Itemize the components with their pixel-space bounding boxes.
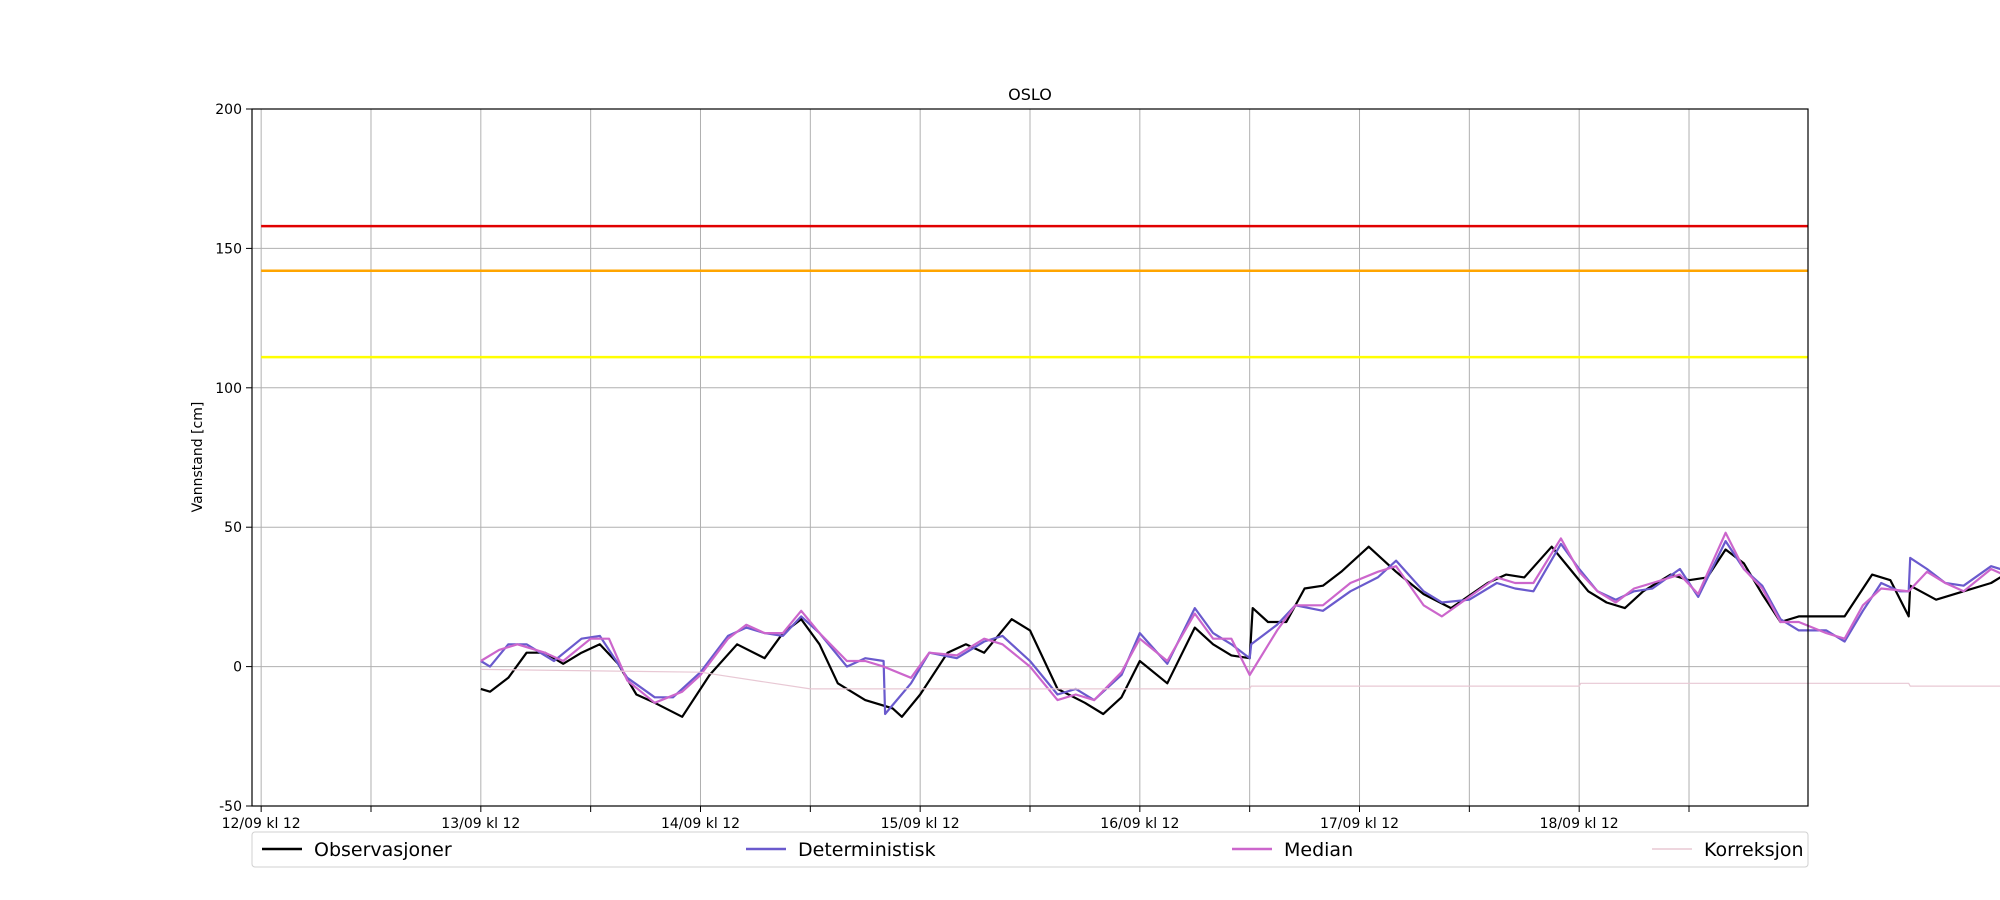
x-axis-ticks: 12/09 kl 12 13/09 kl 12 14/09 kl 12 15/09 k… [222, 806, 1690, 832]
series-lines [480, 531, 2000, 718]
legend-box [251, 831, 1809, 868]
grid-lines [252, 108, 1808, 807]
legend-label-korreksjon: Korreksjon [1704, 839, 1804, 861]
y-tick-label: 0 [233, 660, 242, 676]
x-tick-label: 13/09 kl 12 [441, 816, 520, 832]
chart-title: OSLO [1008, 85, 1052, 104]
x-tick-label: 12/09 kl 12 [222, 816, 301, 832]
series-line-median [480, 531, 2000, 704]
legend-label-deterministisk: Deterministisk [798, 839, 936, 861]
legend-label-median: Median [1284, 839, 1353, 861]
x-tick-label: 14/09 kl 12 [661, 816, 740, 832]
y-tick-label: 200 [215, 102, 242, 118]
x-tick-label: 15/09 kl 12 [881, 816, 960, 832]
legend: Observasjoner Deterministisk Median Korreks… [251, 831, 1809, 868]
legend-label-observasjoner: Observasjoner [314, 839, 452, 861]
y-tick-label: 100 [215, 381, 242, 397]
y-axis-ticks: -50 0 50 100 150 200 [215, 102, 252, 815]
x-tick-label: 16/09 kl 12 [1100, 816, 1179, 832]
y-axis-label: Vannstand [cm] [190, 402, 206, 513]
x-tick-label: 18/09 kl 12 [1540, 816, 1619, 832]
y-tick-label: -50 [219, 799, 242, 815]
series-line-observasjoner [480, 545, 2000, 718]
x-tick-label: 17/09 kl 12 [1320, 816, 1399, 832]
y-tick-label: 50 [224, 520, 242, 536]
y-tick-label: 150 [215, 241, 242, 257]
threshold-lines [261, 224, 1808, 359]
series-line-korreksjon [480, 668, 2000, 690]
legend-items: Observasjoner Deterministisk Median Korreks… [262, 839, 1804, 861]
